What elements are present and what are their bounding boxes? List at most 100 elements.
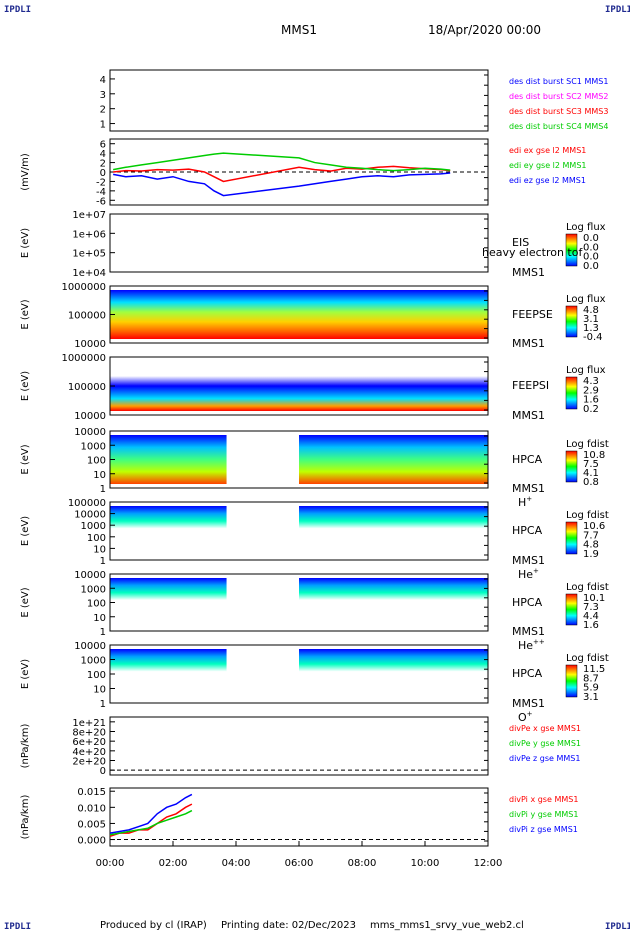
y-tick-label: 0.000 <box>77 836 106 847</box>
heatmap-block <box>110 361 488 411</box>
colorbar-tick-label: 10.1 <box>583 593 605 604</box>
y-tick-label: 1e+04 <box>72 268 106 279</box>
y-tick-label: 1 <box>100 627 106 638</box>
y-tick-label: 4 <box>100 149 106 160</box>
y-tick-label: 10000 <box>74 570 106 581</box>
colorbar-tick-label: 1.3 <box>583 323 599 334</box>
y-tick-label: 1 <box>100 699 106 710</box>
y-axis-label: E (eV) <box>20 516 31 546</box>
side-label: EIS <box>512 236 529 249</box>
colorbar-title: Log fdist <box>566 510 609 521</box>
y-tick-label: 0.005 <box>77 819 106 830</box>
corner-label-bottom-left: IPDLI <box>4 922 32 932</box>
colorbar-title: Log flux <box>566 365 606 376</box>
colorbar-tick-label: 0.0 <box>583 252 599 263</box>
legend-entry: edi ez gse l2 MMS1 <box>509 176 586 185</box>
colorbar-tick-label: 0.0 <box>583 261 599 272</box>
x-tick-label: 06:00 <box>285 858 314 869</box>
colorbar-tick-label: 11.5 <box>583 664 605 675</box>
side-label: HPCA <box>512 453 543 466</box>
colorbar-tick-label: 4.1 <box>583 468 599 479</box>
heatmap-block <box>110 506 227 556</box>
colorbar-tick-label: 3.1 <box>583 692 599 703</box>
colorbar-tick-label: 1.6 <box>583 395 599 406</box>
legend-entry: divPi z gse MMS1 <box>509 825 578 834</box>
y-tick-label: 10 <box>93 685 106 696</box>
y-axis-label: E (eV) <box>20 659 31 689</box>
colorbar-tick-label: 10.6 <box>583 521 605 532</box>
y-tick-label: 100000 <box>68 311 106 322</box>
panel-feepsi <box>109 356 578 416</box>
colorbar-title: Log fdist <box>566 582 609 593</box>
species-label: He+ <box>518 567 539 581</box>
legend-entry: des dist burst SC1 MMS1 <box>509 77 608 86</box>
side-label: FEEPSI <box>512 379 549 392</box>
spacecraft-label: MMS1 <box>512 625 545 638</box>
x-tick-label: 00:00 <box>96 858 125 869</box>
y-tick-label: 0.015 <box>77 787 106 798</box>
y-tick-label: 100 <box>87 670 106 681</box>
panel-hpca_o <box>109 644 578 704</box>
series-line <box>109 793 193 834</box>
corner-label-top-left: IPDLI <box>4 5 32 15</box>
y-axis-label: E (eV) <box>20 299 31 329</box>
panel-des_dist <box>109 69 489 132</box>
y-tick-label: 6 <box>100 140 106 151</box>
colorbar-tick-label: 7.3 <box>583 602 599 613</box>
colorbar-title: Log fdist <box>566 439 609 450</box>
y-tick-label: 4 <box>100 75 106 86</box>
y-tick-label: 1e+07 <box>72 210 106 221</box>
heatmap-block <box>299 578 488 627</box>
legend-entry: divPi y gse MMS1 <box>509 810 578 819</box>
y-tick-label: 1 <box>100 484 106 495</box>
y-tick-label: 0 <box>100 168 106 179</box>
legend-entry: edi ey gse l2 MMS1 <box>509 161 587 170</box>
y-tick-label: 100 <box>87 533 106 544</box>
y-tick-label: -4 <box>96 187 106 198</box>
heatmap-block <box>299 506 488 556</box>
y-axis-label: (nPa/km) <box>20 795 31 840</box>
panel-eis <box>109 213 578 273</box>
panel-feepse <box>109 285 578 344</box>
y-tick-label: 100 <box>87 456 106 467</box>
y-tick-label: 1000000 <box>61 353 106 364</box>
y-tick-label: 1000 <box>81 441 106 452</box>
heatmap-block <box>110 435 227 484</box>
legend-entry: divPe z gse MMS1 <box>509 754 580 763</box>
spacecraft-label: MMS1 <box>512 697 545 710</box>
y-tick-label: 10 <box>93 544 106 555</box>
y-tick-label: 8e+20 <box>72 728 106 739</box>
y-tick-label: 1e+21 <box>72 718 106 729</box>
y-axis-label: E (eV) <box>20 587 31 617</box>
panel-frame <box>109 716 489 776</box>
colorbar <box>565 305 578 338</box>
colorbar-title: Log fdist <box>566 653 609 664</box>
legend-entry: des dist burst SC2 MMS2 <box>509 92 608 101</box>
y-tick-label: 10000 <box>74 510 106 521</box>
y-tick-label: 6e+20 <box>72 737 106 748</box>
colorbar-tick-label: 7.7 <box>583 530 599 541</box>
colorbar <box>565 521 578 555</box>
date-title: 18/Apr/2020 00:00 <box>428 23 542 37</box>
colorbar-title: Log flux <box>566 294 606 305</box>
y-tick-label: 1000 <box>81 521 106 532</box>
panel-hpca_hepp <box>109 573 578 632</box>
y-axis-label: (nPa/km) <box>20 724 31 769</box>
species-label: O+ <box>518 710 533 724</box>
panel-divpi <box>109 787 489 847</box>
y-tick-label: 3 <box>100 90 106 101</box>
heatmap-block <box>299 649 488 699</box>
x-tick-label: 08:00 <box>348 858 377 869</box>
y-tick-label: 10000 <box>74 427 106 438</box>
footer-printing-date: Printing date: 02/Dec/2023 <box>221 920 357 931</box>
y-axis-label: E (eV) <box>20 444 31 474</box>
colorbar-title: Log flux <box>566 222 606 233</box>
panel-frame <box>109 69 489 132</box>
legend-entry: des dist burst SC4 MMS4 <box>509 122 608 131</box>
colorbar-tick-label: 0.0 <box>583 233 599 244</box>
x-tick-label: 04:00 <box>222 858 251 869</box>
colorbar <box>565 664 578 698</box>
y-tick-label: 10000 <box>74 411 106 422</box>
panel-edi <box>109 138 489 206</box>
mission-title: MMS1 <box>281 23 317 37</box>
